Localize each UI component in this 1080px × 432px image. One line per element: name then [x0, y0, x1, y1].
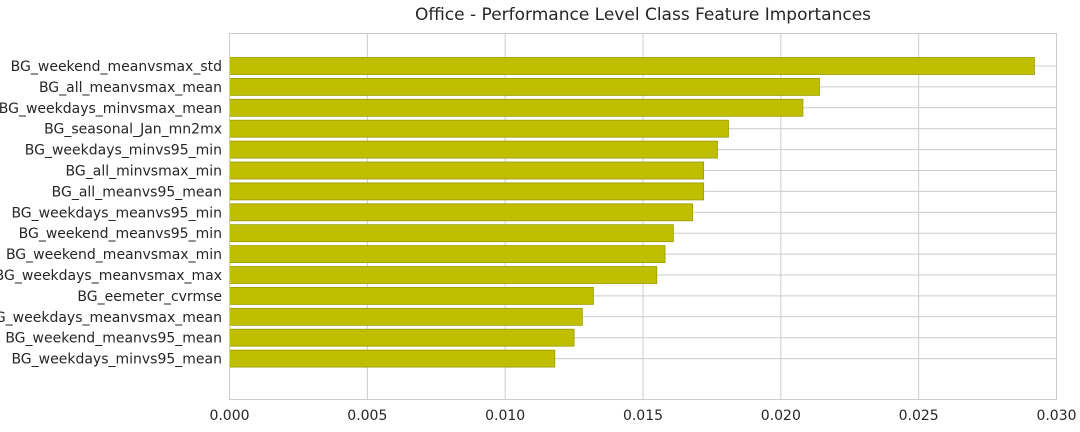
- x-tick-labels: 0.000 0.005 0.010 0.015 0.020 0.025 0.030: [209, 408, 1076, 424]
- bars: [229, 57, 1035, 368]
- category-label: BG_weekdays_minvsmax_mean: [0, 101, 222, 117]
- category-label: BG_eemeter_cvrmse: [77, 289, 222, 305]
- bar: [229, 78, 820, 96]
- category-label: BG_weekdays_meanvs95_min: [11, 205, 222, 221]
- category-label: BG_weekend_meanvsmax_min: [6, 247, 222, 263]
- category-label: BG_all_minvsmax_min: [66, 164, 222, 180]
- bar: [229, 286, 594, 305]
- bar: [229, 98, 804, 117]
- x-tick-label: 0.010: [485, 408, 525, 424]
- plot-frame: [229, 33, 1057, 400]
- x-tick-label: 0.030: [1036, 408, 1076, 424]
- x-tick-label: 0.020: [761, 408, 801, 424]
- category-label: BG_weekdays_meanvsmax_max: [0, 268, 222, 284]
- bar: [229, 203, 694, 222]
- x-tick-label: 0.000: [209, 408, 249, 424]
- category-label: BG_all_meanvs95_mean: [52, 184, 222, 200]
- x-tick-label: 0.005: [347, 408, 387, 424]
- bar: [229, 57, 1035, 75]
- bar: [229, 328, 575, 347]
- bar: [229, 140, 718, 159]
- x-tick-label: 0.015: [623, 408, 663, 424]
- category-label: BG_weekdays_minvs95_min: [25, 143, 222, 159]
- category-label: BG_weekend_meanvs95_min: [19, 226, 222, 242]
- category-labels: BG_weekend_meanvsmax_std BG_all_meanvsmax…: [0, 59, 222, 368]
- category-label: BG_all_meanvsmax_mean: [39, 80, 222, 96]
- category-label: BG_weekdays_minvs95_mean: [11, 352, 222, 368]
- chart-title: Office - Performance Level Class Feature…: [415, 5, 871, 25]
- bar: [229, 182, 705, 201]
- bar: [229, 224, 674, 243]
- category-label: BG_weekend_meanvsmax_std: [11, 59, 222, 75]
- category-label: BG_weekdays_meanvsmax_mean: [0, 310, 222, 326]
- bar: [229, 245, 666, 264]
- bar: [229, 349, 556, 368]
- bar: [229, 307, 583, 326]
- category-label: BG_seasonal_Jan_mn2mx: [44, 122, 222, 138]
- category-label: BG_weekend_meanvs95_mean: [5, 331, 222, 347]
- bar: [229, 161, 705, 180]
- bar: [229, 119, 729, 138]
- bar: [229, 266, 658, 284]
- x-tick-label: 0.025: [899, 408, 939, 424]
